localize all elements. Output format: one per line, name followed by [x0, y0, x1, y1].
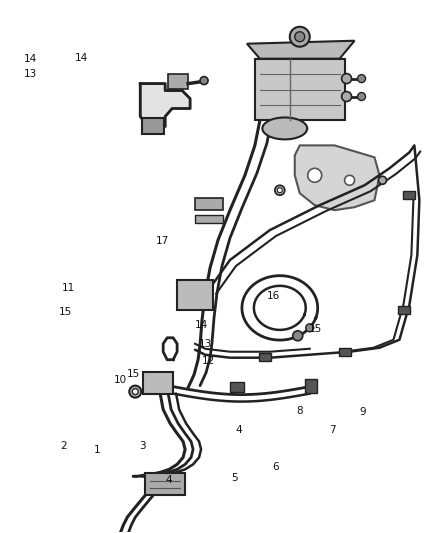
Text: 4: 4	[235, 425, 242, 435]
Bar	[259, 353, 271, 361]
Text: 13: 13	[199, 338, 212, 349]
Circle shape	[275, 185, 285, 195]
Text: 7: 7	[329, 425, 336, 435]
Text: 15: 15	[127, 369, 141, 379]
Text: 9: 9	[360, 407, 367, 417]
Circle shape	[308, 168, 321, 182]
Circle shape	[290, 27, 310, 47]
Text: 14: 14	[75, 53, 88, 63]
Bar	[339, 348, 350, 356]
Polygon shape	[247, 41, 355, 59]
Text: 13: 13	[24, 69, 37, 79]
Text: 14: 14	[195, 320, 208, 330]
Text: 10: 10	[114, 375, 127, 385]
Circle shape	[357, 93, 366, 101]
Text: 8: 8	[297, 406, 303, 416]
Circle shape	[306, 324, 314, 332]
Circle shape	[342, 74, 352, 84]
Text: 17: 17	[155, 236, 169, 246]
Bar	[195, 215, 223, 223]
Bar	[142, 118, 164, 134]
Text: 4: 4	[166, 475, 172, 485]
Polygon shape	[140, 84, 190, 126]
Bar	[143, 372, 173, 393]
Bar	[195, 198, 223, 210]
Circle shape	[345, 175, 355, 185]
Polygon shape	[295, 146, 379, 210]
Bar	[403, 191, 415, 199]
Bar	[168, 74, 188, 88]
Bar	[399, 306, 410, 314]
Bar	[305, 378, 317, 393]
Circle shape	[200, 77, 208, 85]
Ellipse shape	[262, 117, 307, 140]
Bar	[230, 382, 244, 392]
Text: 11: 11	[62, 282, 75, 293]
Text: 3: 3	[139, 441, 146, 451]
Circle shape	[277, 188, 283, 193]
Circle shape	[295, 32, 305, 42]
Circle shape	[342, 92, 352, 101]
Bar	[255, 59, 345, 120]
Text: 6: 6	[272, 462, 279, 472]
Text: 15: 15	[308, 324, 321, 334]
Text: 14: 14	[24, 54, 37, 64]
Circle shape	[132, 389, 138, 394]
Circle shape	[129, 385, 141, 398]
Text: 5: 5	[231, 473, 237, 483]
Text: 16: 16	[267, 290, 280, 301]
Text: 2: 2	[61, 441, 67, 451]
Text: 12: 12	[201, 356, 215, 366]
Circle shape	[357, 75, 366, 83]
Bar	[177, 280, 213, 310]
Bar	[145, 473, 185, 495]
Circle shape	[293, 331, 303, 341]
Text: 1: 1	[93, 445, 100, 455]
Text: 15: 15	[59, 306, 72, 317]
Circle shape	[378, 176, 386, 184]
